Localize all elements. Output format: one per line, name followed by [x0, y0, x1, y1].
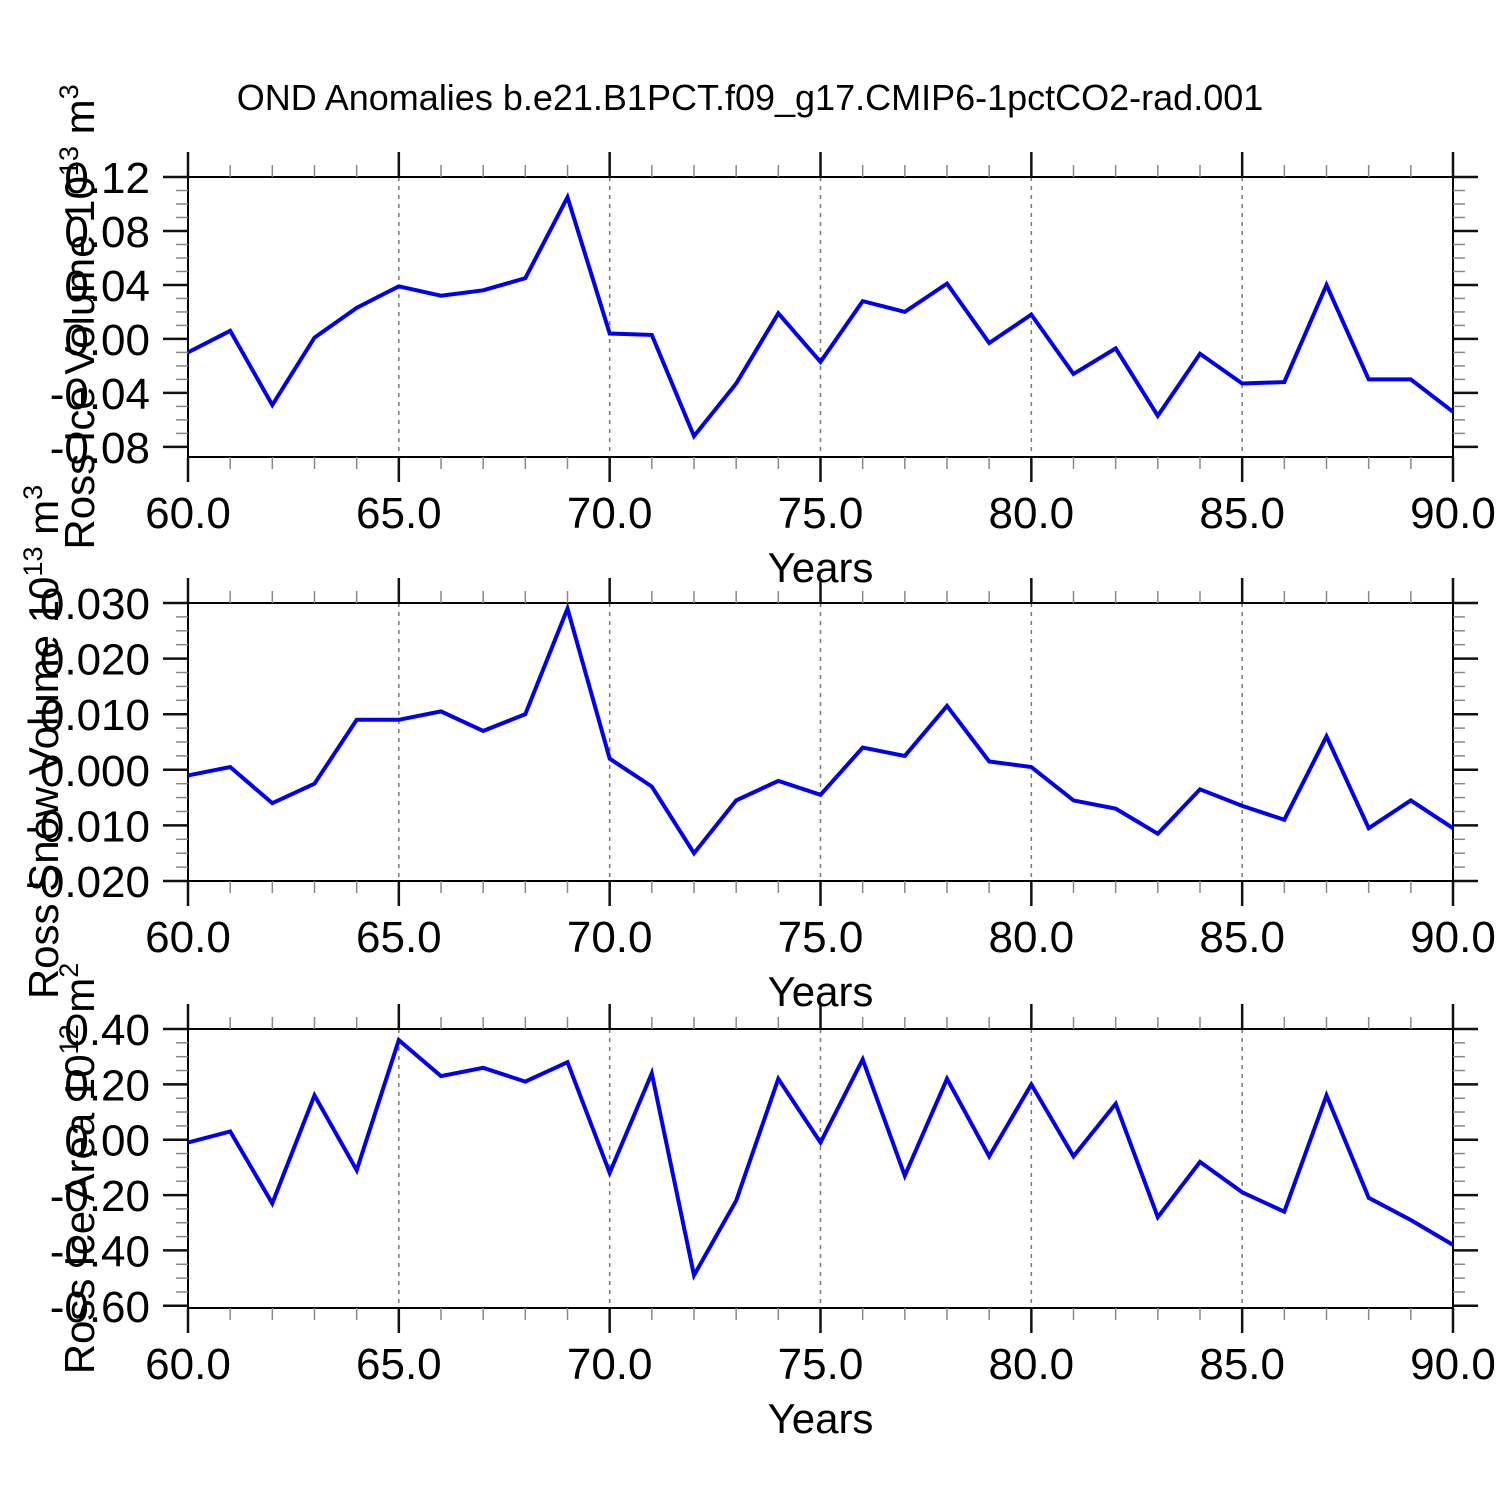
y-tick-label: -0.010 — [25, 802, 150, 851]
y-tick-label: 0.20 — [64, 1061, 150, 1110]
y-tick-label: 0.000 — [40, 747, 150, 796]
x-tick-label: 90.0 — [1410, 913, 1496, 962]
y-tick-label: 0.020 — [40, 636, 150, 685]
x-tick-label: 70.0 — [567, 489, 653, 538]
x-tick-label: 85.0 — [1199, 1340, 1285, 1389]
data-line-ross-ice-area — [187, 1036, 1455, 1281]
x-tick-label: 85.0 — [1199, 489, 1285, 538]
x-tick-label: 60.0 — [145, 489, 231, 538]
x-tick-label: 90.0 — [1410, 489, 1496, 538]
y-tick-label: -0.20 — [50, 1172, 150, 1221]
panel-ross-ice-area: 60.0 65.0 70.0 75.0 80.0 85.0 90.0 0.40 0.20 0.00… — [50, 963, 1496, 1442]
y-tick-label: 0.010 — [40, 691, 150, 740]
data-line-ross-snow-volume — [187, 602, 1455, 857]
panel-ross-ice-volume: 60.0 65.0 70.0 75.0 80.0 85.0 90.0 0.12 0.08 0.04… — [50, 84, 1496, 591]
x-tick-label: 85.0 — [1199, 913, 1285, 962]
y-axis-title: Ross Snow Volume 1013 m3 — [18, 485, 67, 999]
x-tick-label: 70.0 — [567, 1340, 653, 1389]
x-tick-label: 60.0 — [145, 913, 231, 962]
x-axis-title: Years — [768, 1395, 874, 1442]
y-tick-label: -0.04 — [50, 370, 150, 419]
x-tick-label: 65.0 — [356, 913, 442, 962]
y-tick-label: -0.40 — [50, 1227, 150, 1276]
panels: 60.0 65.0 70.0 75.0 80.0 85.0 90.0 0.12 0.08 0.04… — [18, 84, 1496, 1442]
data-line-ross-ice-volume — [187, 191, 1455, 440]
y-tick-label: 0.12 — [64, 154, 150, 203]
x-tick-label: 75.0 — [778, 1340, 864, 1389]
x-tick-label: 80.0 — [989, 913, 1075, 962]
y-tick-label: -0.020 — [25, 858, 150, 907]
y-tick-label: 0.04 — [64, 262, 150, 311]
x-tick-label: 75.0 — [778, 489, 864, 538]
y-tick-label: 0.00 — [64, 1117, 150, 1166]
x-tick-label: 70.0 — [567, 913, 653, 962]
y-tick-label: -0.60 — [50, 1283, 150, 1332]
x-tick-label: 60.0 — [145, 1340, 231, 1389]
chart-title: OND Anomalies b.e21.B1PCT.f09_g17.CMIP6-… — [237, 77, 1264, 118]
y-tick-label: -0.08 — [50, 424, 150, 473]
x-tick-label: 65.0 — [356, 489, 442, 538]
x-tick-label: 80.0 — [989, 1340, 1075, 1389]
y-tick-label: 0.40 — [64, 1006, 150, 1055]
y-tick-label: 0.08 — [64, 208, 150, 257]
y-tick-label: 0.030 — [40, 580, 150, 629]
x-tick-label: 90.0 — [1410, 1340, 1496, 1389]
x-tick-label: 80.0 — [989, 489, 1075, 538]
y-tick-label: 0.00 — [64, 316, 150, 365]
y-axis-title: Ross Ice Volume 1013 m3 — [54, 84, 103, 549]
x-tick-label: 75.0 — [778, 913, 864, 962]
y-axis-title: Ross Ice Area 1012 m2 — [54, 963, 103, 1375]
x-tick-label: 65.0 — [356, 1340, 442, 1389]
panel-ross-snow-volume: 60.0 65.0 70.0 75.0 80.0 85.0 90.0 0.030 0.020 0.… — [18, 485, 1496, 1015]
